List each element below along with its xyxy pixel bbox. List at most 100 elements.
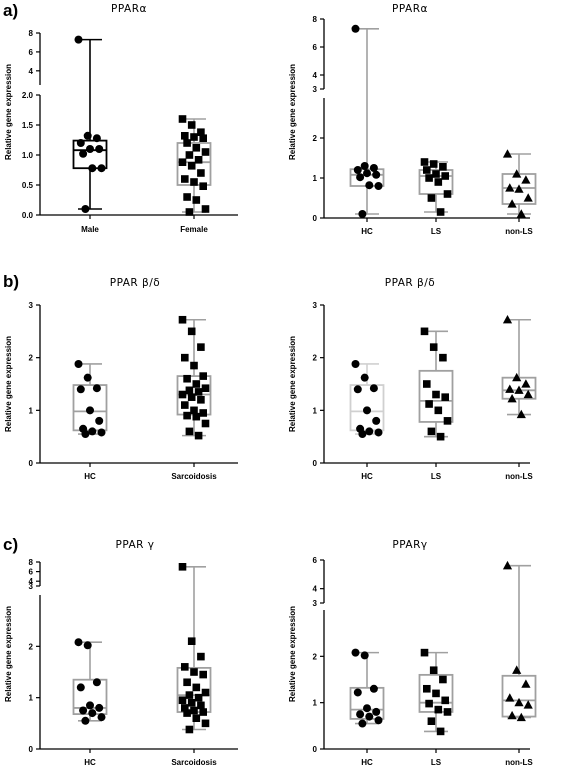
chart-a-right: PPARα Relative gene expression 0 1 2 3 4 6 8 HC… [288,3,537,236]
data-point [192,714,201,722]
data-point [95,145,104,153]
data-point [183,193,191,201]
data-point [88,427,97,436]
data-point [181,175,189,183]
data-point [505,384,515,393]
data-point [502,560,513,570]
data-point [190,668,198,676]
data-point [185,725,194,734]
data-point [81,205,90,213]
data-point [185,386,194,395]
data-point [425,174,433,182]
x-tick-label: HC [361,227,373,236]
y-tick-label: 1 [313,174,318,183]
y-tick-label: 4 [313,71,318,80]
y-tick-label: 1.5 [22,121,34,130]
data-point [74,638,83,647]
data-point [181,353,189,362]
data-point [178,390,187,399]
data-point [427,427,436,436]
data-point [76,385,85,394]
plot-area: 0 1 2 3 HC Sarcoidosis [29,301,238,481]
panel-label-a: a) [3,1,18,20]
data-point [360,651,369,660]
data-point [523,193,533,202]
data-point [190,361,198,370]
y-tick-label: 2 [313,134,318,143]
data-point [199,134,207,142]
data-point [439,163,447,171]
data-point [434,705,443,714]
data-point [360,373,369,382]
x-tick-label: Male [81,225,99,234]
y-tick-label: 6 [29,48,34,57]
data-point [97,164,106,173]
data-point [516,409,526,419]
data-point [83,641,92,650]
plot-area: 0 1 2 3 4 6 8 HC LS non-LS [313,15,537,236]
data-point [183,374,191,383]
y-tick-label: 0 [313,745,318,754]
y-tick-label: 2 [313,652,318,661]
data-point [183,411,191,420]
data-point [441,393,449,401]
data-point [181,704,189,712]
data-point [185,208,194,216]
plot-area: 0.0 0.5 1.0 1.5 2.0 4 6 8 Male Female [22,29,238,234]
data-point [429,666,438,675]
data-point [436,208,445,216]
plot-area: 0 1 2 3 4 6 HC LS non-LS [313,556,537,767]
data-point [192,144,201,152]
data-point [358,719,367,728]
data-point [76,683,85,692]
data-point [199,372,207,380]
data-point [201,719,210,728]
data-point [194,693,203,702]
data-point [369,164,378,172]
data-point [178,315,187,324]
data-point [363,169,371,178]
data-point [360,162,369,170]
data-point [183,139,191,147]
data-point [86,701,94,710]
data-point [365,712,374,721]
data-point [427,194,436,202]
data-point [86,145,94,153]
data-point [97,428,106,437]
data-point [441,696,449,705]
data-point [443,190,452,198]
data-point [197,169,205,177]
y-tick-label: 0 [313,459,318,468]
y-tick-label: 3 [313,85,318,94]
data-point [199,182,207,190]
data-point [194,388,203,396]
data-point [507,199,517,208]
data-point [201,384,210,393]
y-tick-label: 0 [313,214,318,223]
data-point [83,131,92,140]
data-point [178,563,187,571]
data-point [502,314,513,324]
box [501,674,537,718]
x-tick-label: LS [431,227,442,236]
data-point [523,389,533,399]
data-point [425,400,433,408]
data-point [178,158,187,166]
panel-label-c: c) [3,535,18,554]
data-point [351,648,360,657]
y-tick-label: 1 [29,406,34,415]
data-point [436,432,445,441]
x-tick-label: HC [361,472,373,481]
data-point [95,416,104,425]
data-point [187,121,196,129]
data-point [197,128,205,136]
x-tick-label: LS [431,758,442,767]
data-point [190,706,198,715]
data-point [187,637,196,645]
y-tick-label: 1 [313,406,318,415]
y-tick-label: 8 [29,558,34,567]
x-tick-label: non-LS [505,472,533,481]
chart-title: PPAR γ [115,539,154,551]
data-point [358,210,367,218]
